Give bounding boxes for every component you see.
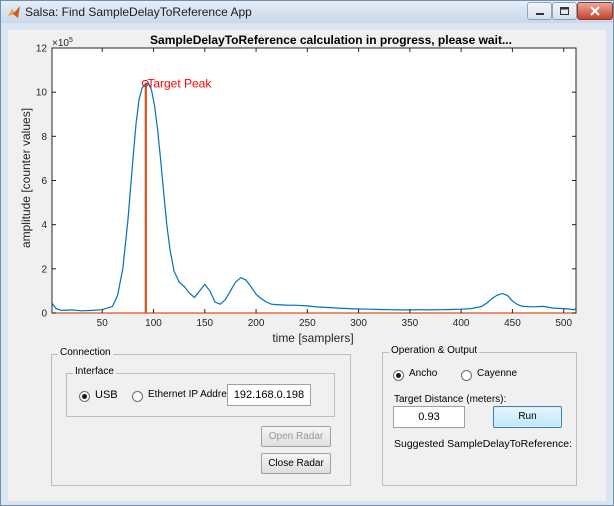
y-exponent-label: ×105 — [52, 37, 73, 49]
y-axis-label: amplitude [counter values] — [19, 108, 33, 248]
close-button[interactable] — [577, 2, 613, 20]
x-tick-label: 450 — [504, 318, 521, 329]
matlab-app-icon — [8, 6, 20, 18]
x-axis-label: time [samplers] — [272, 331, 353, 345]
interface-group-label: Interface — [73, 366, 116, 377]
cayenne-radio[interactable] — [461, 370, 472, 381]
ip-address-field[interactable]: 192.168.0.198 — [227, 384, 311, 406]
ethernet-radio-label[interactable]: Ethernet IP Address — [148, 389, 237, 400]
x-tick-label: 350 — [402, 318, 419, 329]
minimize-button[interactable] — [527, 2, 552, 20]
connection-panel: Connection Interface USB Ethernet IP Add… — [51, 347, 351, 486]
y-tick-label: 2 — [41, 264, 47, 275]
maximize-icon — [560, 7, 569, 15]
ethernet-radio[interactable] — [132, 391, 143, 402]
y-tick-label: 8 — [41, 132, 47, 143]
axes-box — [51, 47, 577, 314]
target-peak-marker — [141, 79, 149, 87]
operation-output-panel-label: Operation & Output — [389, 345, 480, 356]
amplitude-chart: 50 100 150 200 250 300 350 400 450 500 0 2 4 6 8 10 12 S… — [19, 33, 577, 345]
window-title: Salsa: Find SampleDelayToReference App — [25, 5, 252, 19]
close-radar-button[interactable]: Close Radar — [261, 453, 331, 474]
target-peak-annotation: Target Peak — [147, 76, 212, 90]
close-icon — [590, 6, 600, 16]
suggested-delay-label: Suggested SampleDelayToReference: — [394, 438, 573, 450]
usb-radio-label[interactable]: USB — [95, 389, 118, 401]
minimize-icon — [536, 13, 544, 15]
ancho-radio[interactable] — [393, 370, 404, 381]
operation-output-panel: Operation & Output Ancho Cayenne Target … — [382, 345, 577, 486]
y-tick-label: 4 — [41, 220, 47, 231]
y-tick-label: 6 — [41, 176, 47, 187]
interface-group: Interface USB Ethernet IP Address 192.16… — [66, 366, 335, 417]
run-button[interactable]: Run — [493, 406, 562, 428]
x-tick-label: 150 — [196, 318, 213, 329]
y-tick-label: 0 — [41, 309, 47, 320]
usb-radio[interactable] — [79, 391, 90, 402]
maximize-button[interactable] — [552, 2, 577, 20]
x-tick-label: 400 — [453, 318, 470, 329]
x-tick-label: 100 — [145, 318, 162, 329]
y-tick-label: 12 — [36, 44, 48, 55]
amplitude-series-line — [51, 82, 577, 312]
target-distance-label: Target Distance (meters): — [394, 394, 507, 405]
cayenne-radio-label[interactable]: Cayenne — [477, 368, 518, 379]
open-radar-button[interactable]: Open Radar — [261, 426, 331, 447]
client-area: 50 100 150 200 250 300 350 400 450 500 0 2 4 6 8 10 12 S… — [8, 30, 606, 501]
x-tick-label: 250 — [299, 318, 316, 329]
x-tick-label: 50 — [97, 318, 109, 329]
chart-title: SampleDelayToReference calculation in pr… — [150, 33, 512, 47]
title-bar[interactable]: Salsa: Find SampleDelayToReference App — [1, 1, 613, 23]
ancho-radio-label[interactable]: Ancho — [409, 368, 438, 379]
x-tick-label: 300 — [350, 318, 367, 329]
connection-panel-label: Connection — [58, 347, 113, 358]
y-tick-label: 10 — [36, 88, 48, 99]
x-tick-label: 200 — [248, 318, 265, 329]
plot-area: 50 100 150 200 250 300 350 400 450 500 0 2 4 6 8 10 12 S… — [8, 30, 606, 350]
peak-marker-series — [52, 82, 576, 314]
x-tick-label: 500 — [555, 318, 572, 329]
target-distance-field[interactable]: 0.93 — [393, 406, 465, 428]
